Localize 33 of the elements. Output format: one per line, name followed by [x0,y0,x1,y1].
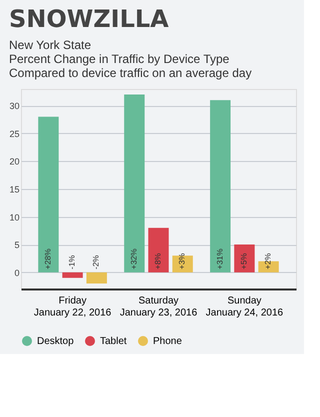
bar [38,116,59,272]
y-tick-label: 10 [9,212,20,222]
y-tick-label: 15 [9,184,20,194]
bar [234,244,255,272]
y-tick-label: 20 [9,156,20,167]
text: Compared to device traffic on an average day [8,66,252,80]
legend-label: Tablet [100,336,127,347]
legend-label: Desktop [37,336,74,347]
legend-label: Phone [153,336,182,347]
data-label: +2% [264,253,273,270]
data-label: +31% [215,248,224,270]
data-label: +3% [178,253,187,270]
text: Percent Change in Traffic by Device Type [8,52,230,66]
chart-subtitle: New York State [8,38,92,52]
data-label: -1% [68,255,77,270]
x-tick-label: Sunday January 24, 2016 [206,296,284,318]
y-tick-label: 0 [14,268,20,278]
bar [148,228,169,272]
y-tick-label: 25 [9,128,20,139]
x-tick-label: Friday January 22, 2016 [34,296,112,318]
data-label: +5% [239,253,248,270]
data-label: +8% [154,253,162,270]
bar [86,272,107,284]
y-tick-label: 5 [14,240,20,250]
data-label: +28% [43,248,52,270]
x-tick-label: Saturday January 23, 2016 [120,296,198,318]
chart-title: SNOWZILLA [8,5,170,33]
data-label: -2% [92,255,101,270]
bar [210,100,231,272]
bar [62,272,83,278]
y-tick-label: 30 [9,101,20,112]
bar [124,94,145,272]
data-label: +32% [129,248,138,270]
